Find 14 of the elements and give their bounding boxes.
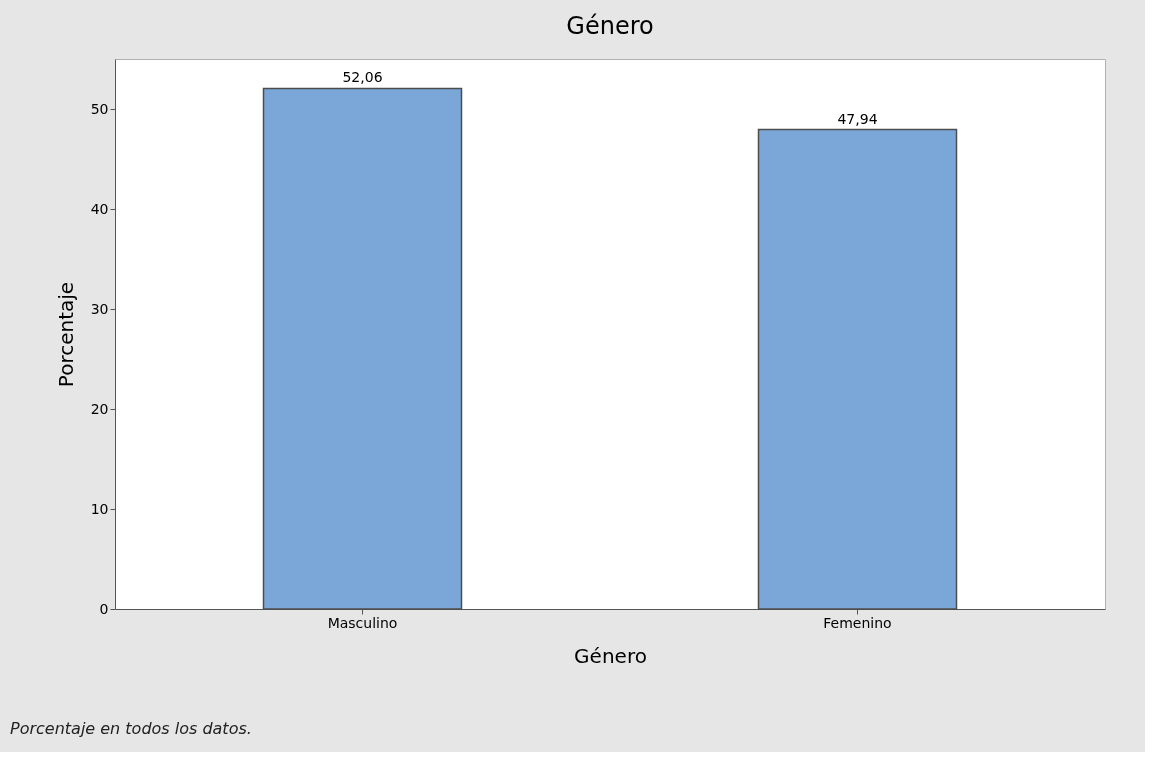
data-label: 52,06 xyxy=(342,69,383,86)
x-tick-label: Masculino xyxy=(327,614,398,631)
y-tick-label: 0 xyxy=(99,600,109,617)
y-tick-label: 50 xyxy=(90,100,109,117)
x-axis-title: Género xyxy=(574,643,647,668)
y-tick-label: 40 xyxy=(90,200,109,217)
x-tick-label: Femenino xyxy=(823,614,892,631)
chart-title: Género xyxy=(566,12,654,40)
y-tick-label: 20 xyxy=(90,400,109,417)
data-label: 47,94 xyxy=(837,110,878,127)
y-tick-label: 30 xyxy=(90,300,109,317)
y-tick-label: 10 xyxy=(90,500,109,517)
text: Porcentaje en todos los datos. xyxy=(10,719,252,738)
y-axis-title: Porcentaje xyxy=(53,281,78,388)
